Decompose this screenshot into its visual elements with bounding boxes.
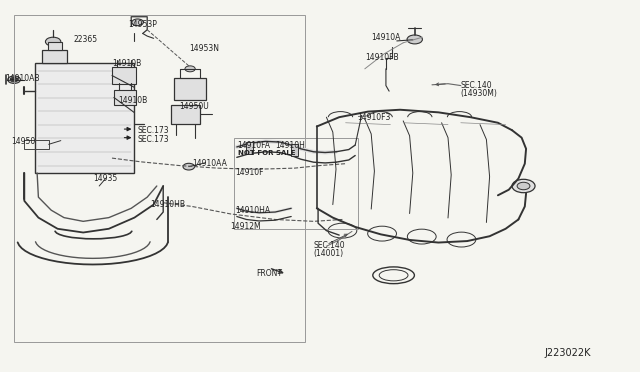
Text: 14910B: 14910B [112, 59, 141, 68]
Text: 14910HA: 14910HA [236, 206, 271, 215]
Text: SEC.173: SEC.173 [138, 135, 169, 144]
Bar [42, 50, 67, 63]
Bar [112, 67, 136, 84]
Text: 14910HB: 14910HB [150, 200, 186, 209]
Bar [114, 90, 136, 105]
Bar [174, 78, 206, 100]
Text: 14910A: 14910A [371, 33, 401, 42]
Circle shape [45, 37, 61, 46]
Text: 14910B: 14910B [118, 96, 148, 105]
Text: 14953P: 14953P [128, 20, 157, 29]
Text: 14953N: 14953N [189, 44, 219, 53]
Text: FRONT: FRONT [256, 269, 282, 278]
Text: 14910F: 14910F [236, 169, 264, 177]
Text: 14950: 14950 [12, 137, 36, 146]
Bar [291, 144, 298, 156]
Circle shape [407, 35, 422, 44]
Text: SEC.140: SEC.140 [461, 81, 492, 90]
Text: SEC.173: SEC.173 [138, 126, 169, 135]
Circle shape [132, 19, 143, 26]
Circle shape [8, 76, 20, 83]
Bar [14, 15, 305, 342]
Circle shape [185, 66, 195, 72]
Text: 14910FB: 14910FB [365, 53, 399, 62]
Circle shape [183, 163, 195, 170]
Circle shape [10, 77, 18, 82]
Text: SEC.140: SEC.140 [314, 241, 345, 250]
Text: (14930M): (14930M) [461, 89, 498, 98]
Circle shape [517, 182, 530, 190]
Bar [234, 138, 358, 229]
Circle shape [512, 179, 535, 193]
Text: 14950U: 14950U [179, 102, 209, 110]
Bar [48, 42, 62, 50]
Text: (14001): (14001) [314, 249, 344, 258]
Text: 22365: 22365 [74, 35, 98, 44]
Bar [35, 63, 134, 173]
Bar [246, 142, 253, 154]
Bar [171, 105, 200, 124]
Text: 14910AB: 14910AB [5, 74, 40, 83]
Text: 14935: 14935 [93, 174, 117, 183]
Bar [24, 140, 49, 149]
Text: 14910F3: 14910F3 [357, 113, 390, 122]
Text: 14912M: 14912M [230, 222, 261, 231]
Text: J223022K: J223022K [544, 349, 591, 358]
Text: 14910AA: 14910AA [192, 159, 227, 168]
Text: 14910FA: 14910FA [237, 141, 270, 150]
Text: 14910H: 14910H [275, 141, 305, 150]
Text: NOT FOR SALE: NOT FOR SALE [238, 150, 296, 155]
